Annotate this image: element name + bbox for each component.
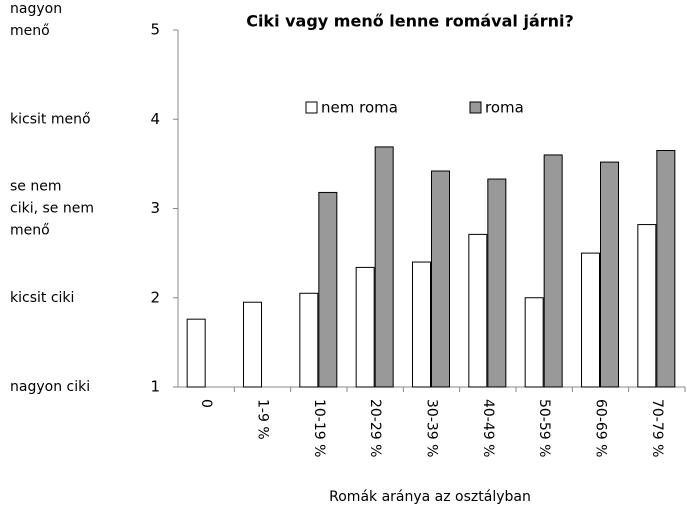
bar [299, 292, 319, 388]
scale-label: ciki, se nem [10, 201, 94, 217]
bar [543, 154, 563, 388]
bar [412, 261, 431, 388]
scale-label: nagyon [10, 1, 62, 17]
scale-label: kicsit menő [10, 111, 91, 127]
x-tick-label: 10-19 % [311, 399, 327, 457]
y-tick-label: 5 [150, 21, 160, 39]
legend-swatch [305, 101, 318, 114]
chart-title: Ciki vagy menő lenne romával járni? [246, 12, 574, 31]
scale-label: kicsit ciki [10, 290, 74, 306]
bar [487, 178, 507, 388]
bar [186, 318, 206, 388]
bar [468, 233, 488, 388]
x-tick-label: 60-69 % [593, 399, 609, 457]
y-tick-label: 4 [150, 110, 160, 128]
x-axis-label: Romák aránya az osztályban [329, 489, 531, 505]
bar [656, 149, 676, 388]
bar [355, 266, 375, 388]
x-tick-label: 0 [198, 399, 214, 408]
bar [431, 170, 450, 388]
legend-label: nem roma [321, 99, 398, 117]
scale-label: menő [10, 223, 50, 239]
scale-label: se nem [10, 179, 61, 195]
scale-label: nagyon ciki [10, 379, 90, 395]
x-tick-label: 30-39 % [424, 399, 440, 457]
bar [243, 301, 262, 388]
y-tick-label: 3 [150, 199, 160, 217]
x-tick-label: 40-49 % [480, 399, 496, 457]
legend-swatch [469, 101, 482, 114]
y-tick-label: 2 [150, 288, 160, 306]
x-tick-label: 70-79 % [649, 399, 665, 457]
bar [600, 161, 619, 388]
bar [318, 191, 338, 388]
y-tick-label: 1 [150, 378, 160, 396]
bar [637, 224, 657, 388]
legend-label: roma [485, 99, 524, 117]
x-tick-label: 50-59 % [536, 399, 552, 457]
bar [581, 252, 600, 388]
bar [524, 297, 544, 388]
x-tick-label: 1-9 % [255, 399, 271, 440]
x-tick-label: 20-29 % [367, 399, 383, 457]
scale-label: menő [10, 23, 50, 39]
bar [374, 146, 394, 388]
